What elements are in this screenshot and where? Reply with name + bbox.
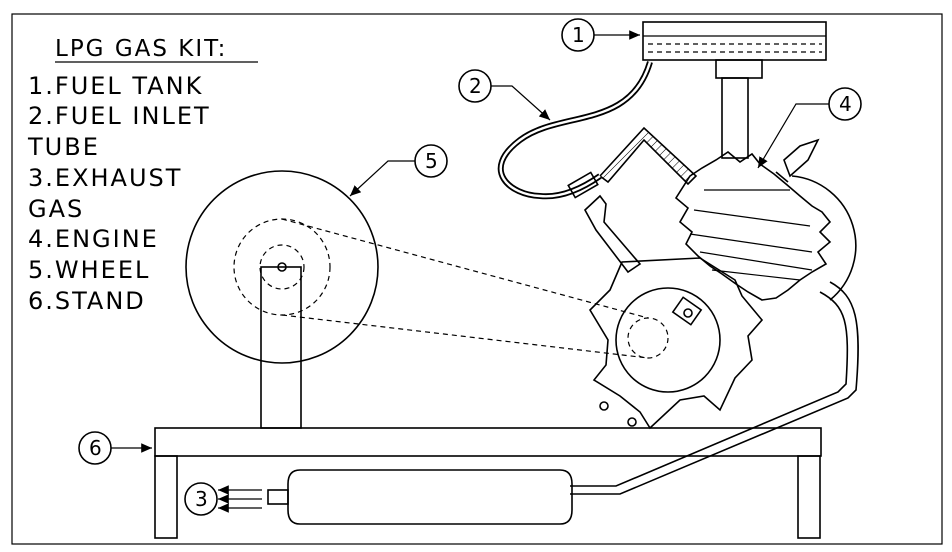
- engine-bolt-1: [599, 401, 609, 411]
- cylinder-fin-lines: [689, 189, 813, 281]
- legend-line-6: 4.ENGINE: [28, 225, 159, 253]
- drive-belt-bottom: [281, 314, 649, 359]
- legend-line-3: TUBE: [27, 133, 100, 161]
- legend-line-4: 3.EXHAUST: [28, 164, 182, 192]
- legend-line-8: 6.STAND: [28, 287, 146, 315]
- engine: [583, 126, 857, 430]
- fuel-tank-body: [642, 21, 827, 61]
- fuel-inlet-connector: [567, 171, 599, 199]
- fuel-inlet-tube-inner: [499, 61, 652, 198]
- callout-2-label: 2: [469, 74, 482, 98]
- callout-6-label: 6: [89, 436, 102, 460]
- wheel-support-post: [260, 266, 302, 429]
- engine-bolt-2: [627, 417, 637, 427]
- callout-4: 4: [757, 87, 862, 169]
- callout-3-circle: [184, 482, 218, 516]
- intake-manifold: [598, 126, 698, 186]
- engine-pulley: [627, 317, 669, 359]
- engine-crankcase: [588, 257, 764, 430]
- callout-1: 1: [561, 18, 640, 52]
- wheel-hub: [259, 244, 305, 290]
- legend-title: LPG GAS KIT:: [55, 36, 227, 62]
- engine-crank-pin: [671, 296, 703, 326]
- callout-2: 2: [458, 69, 551, 121]
- cylinder-head-arc: [791, 175, 857, 301]
- cylinder-fins: [674, 151, 832, 301]
- legend-line-7: 5.WHEEL: [28, 256, 150, 284]
- callout-5-label: 5: [425, 149, 438, 173]
- fuel-inlet-tube: [497, 61, 653, 200]
- exhaust-pipe-inner: [570, 291, 849, 487]
- fuel-tank-pipe: [721, 77, 749, 159]
- legend-line-2: 2.FUEL INLET: [28, 102, 211, 130]
- engine-crank-pin-hole: [683, 308, 693, 318]
- callout-3: 3: [184, 482, 218, 516]
- drawing-border: [11, 13, 943, 545]
- callout-4-leader: [757, 103, 829, 169]
- spark-plug: [775, 138, 820, 183]
- callout-1-label: 1: [572, 23, 585, 47]
- legend: LPG GAS KIT: 1.FUEL TANK 2.FUEL INLET TU…: [27, 36, 258, 315]
- stand-top: [154, 427, 822, 457]
- callout-6: 6: [78, 431, 152, 465]
- muffler-outlet: [267, 489, 289, 505]
- callout-4-label: 4: [839, 92, 852, 116]
- legend-line-5: GAS: [28, 195, 84, 223]
- stand-leg-right: [797, 455, 821, 539]
- wheel-axle: [277, 262, 287, 272]
- stand: [154, 266, 822, 539]
- muffler: [287, 469, 573, 525]
- drive-belt-top: [281, 218, 649, 319]
- engine-crank-wheel: [615, 287, 721, 393]
- fuel-tank: [642, 21, 827, 159]
- callout-5: 5: [349, 144, 448, 197]
- legend-line-1: 1.FUEL TANK: [28, 72, 203, 100]
- callout-3-label: 3: [195, 487, 208, 511]
- exhaust: [218, 281, 859, 525]
- fuel-tank-neck: [715, 59, 763, 79]
- wheel-outer: [185, 170, 379, 364]
- callout-5-leader: [349, 160, 415, 197]
- stand-leg-left: [154, 455, 178, 539]
- intake-pipe: [583, 194, 642, 274]
- callout-2-leader: [491, 85, 551, 121]
- exhaust-pipe-outer: [570, 281, 859, 495]
